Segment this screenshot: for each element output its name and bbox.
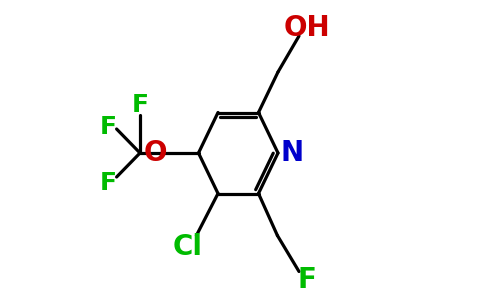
Text: OH: OH [284,14,331,43]
Text: O: O [143,139,167,167]
Text: F: F [132,93,149,117]
Text: F: F [100,116,117,140]
Text: F: F [298,266,317,294]
Text: F: F [100,171,117,195]
Text: N: N [281,139,304,167]
Text: Cl: Cl [173,232,203,261]
